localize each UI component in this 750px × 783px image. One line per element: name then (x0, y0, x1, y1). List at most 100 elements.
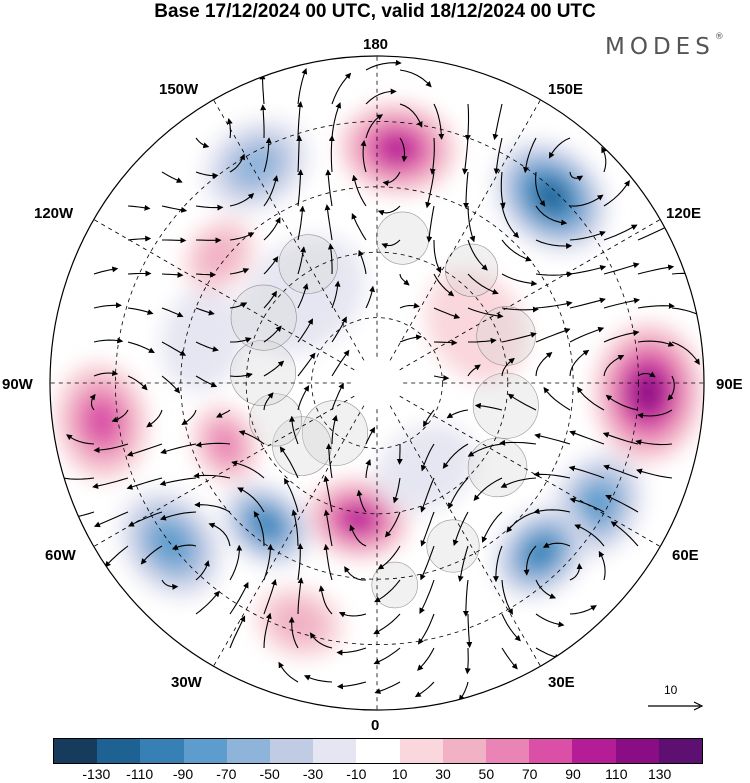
wind-arrow (195, 271, 217, 278)
wind-arrow (208, 522, 231, 547)
wind-arrow (533, 508, 571, 515)
wind-arrow (161, 271, 184, 278)
wind-arrow (569, 563, 583, 581)
wind-arrow (377, 545, 401, 570)
wind-arrow (433, 273, 455, 297)
wind-arrow (433, 239, 442, 274)
wind-arrow (365, 88, 397, 105)
wind-arrow (501, 613, 521, 642)
wind-arrow (399, 103, 423, 128)
wind-arrow (468, 337, 497, 344)
colorbar-tick-label: -90 (172, 766, 194, 782)
wind-arrow (535, 171, 546, 207)
wind-arrow (569, 349, 590, 377)
colorbar-swatch (97, 739, 141, 763)
wind-arrow (535, 239, 573, 249)
reference-vector-label: 10 (664, 683, 678, 697)
wind-arrow (358, 249, 367, 275)
wind-arrow (365, 285, 376, 309)
wind-arrow (501, 647, 518, 670)
wind-arrow (458, 681, 469, 702)
wind-arrow (263, 217, 281, 241)
lon-label-120w: 120W (34, 205, 74, 222)
wind-arrow (637, 371, 656, 378)
wind-arrow (303, 675, 333, 683)
wind-arrow (263, 360, 285, 377)
wind-arrow (569, 497, 605, 513)
land-outline (472, 372, 539, 439)
wind-arrow (467, 273, 499, 295)
wind-arrow (535, 351, 553, 377)
wind-arrow (195, 590, 220, 615)
meridian-line (389, 99, 541, 361)
colorbar-tick-label: 30 (435, 766, 451, 782)
wind-arrow (127, 235, 152, 242)
wind-arrow (296, 135, 303, 173)
wind-arrow (193, 472, 231, 479)
colorbar-swatch (54, 739, 98, 763)
wind-arrow (161, 205, 188, 213)
wind-arrow (535, 271, 573, 278)
wind-arrow (365, 426, 375, 445)
wind-arrow (356, 489, 367, 513)
lon-label-30w: 30W (171, 674, 202, 691)
land-outline (249, 393, 303, 447)
wind-arrow (297, 101, 304, 139)
wind-arrow (93, 443, 129, 454)
wind-arrow (500, 477, 537, 488)
wind-arrow (289, 415, 299, 445)
wind-arrow (373, 613, 401, 635)
wind-arrow (399, 273, 410, 286)
wind-arrow (226, 118, 233, 139)
wind-arrow (392, 477, 401, 504)
wind-arrow (181, 409, 197, 426)
registered-mark: ® (714, 32, 724, 42)
wind-arrow (374, 579, 401, 603)
wind-arrow (501, 273, 538, 287)
parallel-circle (180, 186, 574, 580)
wind-arrow (568, 465, 605, 479)
wind-arrow (499, 171, 506, 209)
wind-arrow (284, 477, 299, 513)
colorbar-tick-label: 90 (565, 766, 581, 782)
wind-arrow (229, 268, 250, 275)
wind-arrow (601, 146, 607, 173)
wind-arrow (140, 545, 163, 565)
wind-arrow (636, 468, 673, 479)
wind-arrow (535, 328, 571, 343)
wind-arrow (569, 171, 584, 182)
wind-arrow (543, 386, 571, 411)
wind-arrow (603, 329, 640, 343)
wind-arrow (426, 205, 435, 243)
colorbar-swatch (658, 739, 703, 763)
wind-arrow (535, 579, 557, 599)
wind-arrow (229, 302, 248, 309)
wind-arrow (89, 393, 96, 411)
wind-arrow (535, 205, 568, 226)
wind-arrow (603, 355, 625, 377)
wind-arrow (637, 409, 673, 419)
wind-arrow (263, 543, 274, 581)
wind-arrow (327, 243, 334, 275)
wind-arrow (162, 237, 187, 244)
wind-arrow (263, 290, 277, 309)
wind-arrow (229, 193, 255, 207)
wind-arrow (365, 459, 371, 479)
wind-arrow (667, 375, 675, 401)
wind-arrow (331, 280, 341, 309)
lon-label-180: 180 (363, 36, 389, 53)
wind-arrow (127, 270, 152, 277)
wind-arrow (399, 69, 432, 88)
wind-arrow (263, 578, 277, 615)
wind-arrow (433, 339, 458, 346)
wind-arrow (159, 511, 197, 521)
wind-arrow (569, 326, 605, 343)
wind-arrow (433, 374, 450, 381)
wind-arrow (351, 174, 367, 207)
wind-arrow (325, 169, 333, 207)
wind-arrow (399, 334, 423, 343)
wind-arrow (569, 297, 606, 309)
wind-arrow (605, 394, 639, 411)
wind-arrow (231, 460, 265, 479)
lon-label-150e: 150E (548, 81, 584, 98)
